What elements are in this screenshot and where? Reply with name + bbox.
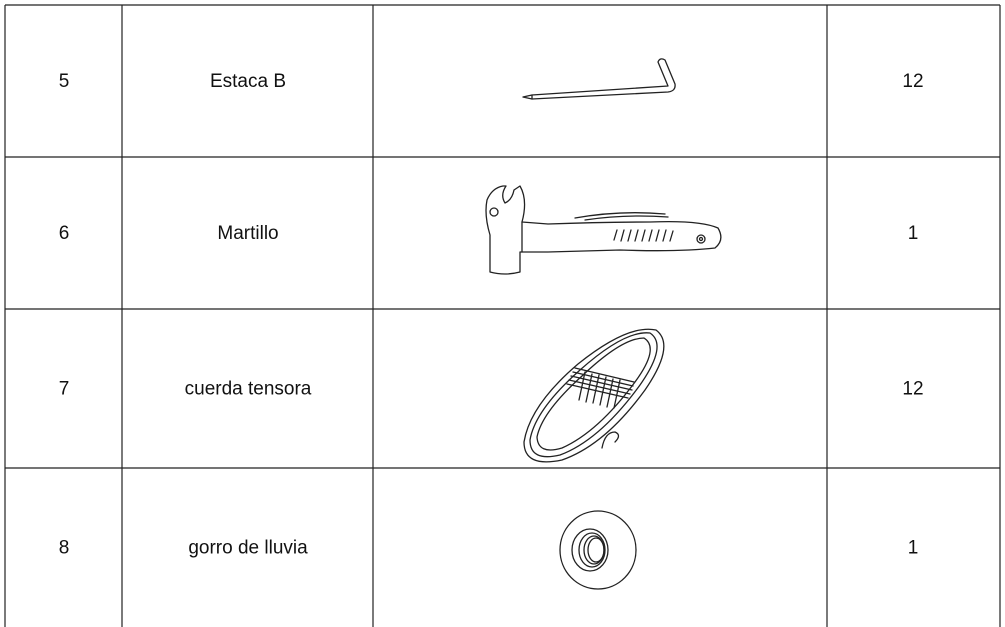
- cell-number: 8: [59, 538, 70, 559]
- rope-icon: [523, 328, 665, 463]
- rain-cap-icon: [559, 510, 637, 590]
- cell-number: 5: [59, 71, 70, 92]
- cell-name: Martillo: [217, 223, 278, 244]
- table-grid: [4, 4, 1001, 627]
- cell-name: gorro de lluvia: [188, 538, 308, 559]
- cell-quantity: 1: [908, 223, 919, 244]
- cell-name: Estaca B: [210, 71, 286, 92]
- cell-quantity: 12: [902, 71, 923, 92]
- cell-quantity: 12: [902, 379, 923, 400]
- cell-quantity: 1: [908, 538, 919, 559]
- cell-name: cuerda tensora: [185, 379, 312, 400]
- stake-icon: [522, 58, 676, 100]
- cell-number: 7: [59, 379, 70, 400]
- cell-number: 6: [59, 223, 70, 244]
- hammer-icon: [485, 185, 722, 275]
